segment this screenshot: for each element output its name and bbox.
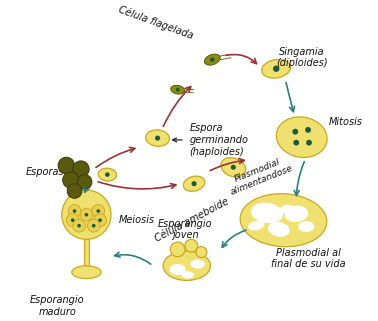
Circle shape bbox=[96, 209, 100, 213]
Circle shape bbox=[63, 172, 79, 188]
Circle shape bbox=[73, 219, 85, 232]
Ellipse shape bbox=[240, 194, 327, 247]
Ellipse shape bbox=[171, 85, 184, 94]
Circle shape bbox=[94, 214, 107, 227]
Circle shape bbox=[85, 213, 88, 217]
Ellipse shape bbox=[262, 59, 291, 78]
Circle shape bbox=[293, 129, 298, 134]
Ellipse shape bbox=[248, 221, 264, 230]
Circle shape bbox=[170, 242, 185, 257]
Ellipse shape bbox=[268, 222, 290, 237]
Text: Meiosis: Meiosis bbox=[118, 215, 155, 225]
Ellipse shape bbox=[146, 130, 169, 146]
Circle shape bbox=[185, 239, 198, 252]
Text: Célula flagelada: Célula flagelada bbox=[117, 4, 195, 41]
Ellipse shape bbox=[72, 266, 101, 279]
Circle shape bbox=[80, 208, 93, 221]
Text: Mitosis: Mitosis bbox=[329, 117, 363, 127]
Circle shape bbox=[305, 127, 311, 133]
Ellipse shape bbox=[298, 221, 314, 232]
Ellipse shape bbox=[183, 176, 205, 191]
Circle shape bbox=[306, 140, 312, 145]
Circle shape bbox=[87, 219, 100, 232]
Ellipse shape bbox=[169, 264, 186, 275]
Circle shape bbox=[62, 190, 111, 239]
Polygon shape bbox=[84, 239, 89, 269]
Circle shape bbox=[155, 135, 160, 141]
Text: Célula ameboide: Célula ameboide bbox=[153, 196, 231, 244]
Circle shape bbox=[71, 218, 74, 222]
Ellipse shape bbox=[276, 117, 327, 157]
Circle shape bbox=[176, 88, 180, 92]
Circle shape bbox=[68, 205, 81, 217]
Circle shape bbox=[192, 181, 197, 186]
Circle shape bbox=[77, 224, 81, 228]
Circle shape bbox=[105, 172, 110, 177]
Circle shape bbox=[210, 57, 215, 62]
Circle shape bbox=[67, 184, 82, 198]
Circle shape bbox=[231, 165, 236, 170]
Text: Singamia
(diploides): Singamia (diploides) bbox=[276, 47, 328, 68]
Ellipse shape bbox=[284, 205, 308, 222]
Ellipse shape bbox=[204, 54, 220, 65]
Ellipse shape bbox=[191, 259, 205, 269]
Circle shape bbox=[92, 224, 96, 228]
Text: Esporangio
joven: Esporangio joven bbox=[158, 219, 212, 240]
Text: Esporangio
maduro: Esporangio maduro bbox=[30, 295, 85, 317]
Circle shape bbox=[273, 65, 279, 72]
Circle shape bbox=[92, 205, 105, 217]
Circle shape bbox=[58, 157, 74, 174]
Circle shape bbox=[73, 161, 89, 177]
Circle shape bbox=[293, 140, 299, 145]
Text: Espora
germinando
(haploides): Espora germinando (haploides) bbox=[189, 124, 248, 157]
Ellipse shape bbox=[251, 203, 284, 223]
Circle shape bbox=[66, 214, 79, 227]
Text: Plasmodial
alimentandose: Plasmodial alimentandose bbox=[225, 153, 294, 196]
Ellipse shape bbox=[281, 205, 295, 214]
Circle shape bbox=[196, 247, 207, 258]
Circle shape bbox=[98, 218, 102, 222]
Text: Plasmodial al
final de su vida: Plasmodial al final de su vida bbox=[271, 247, 345, 269]
Circle shape bbox=[73, 209, 76, 213]
Text: Esporas: Esporas bbox=[25, 167, 64, 177]
Ellipse shape bbox=[181, 271, 194, 279]
Circle shape bbox=[77, 175, 92, 189]
Ellipse shape bbox=[98, 168, 116, 181]
Ellipse shape bbox=[163, 251, 211, 281]
Ellipse shape bbox=[221, 158, 246, 177]
